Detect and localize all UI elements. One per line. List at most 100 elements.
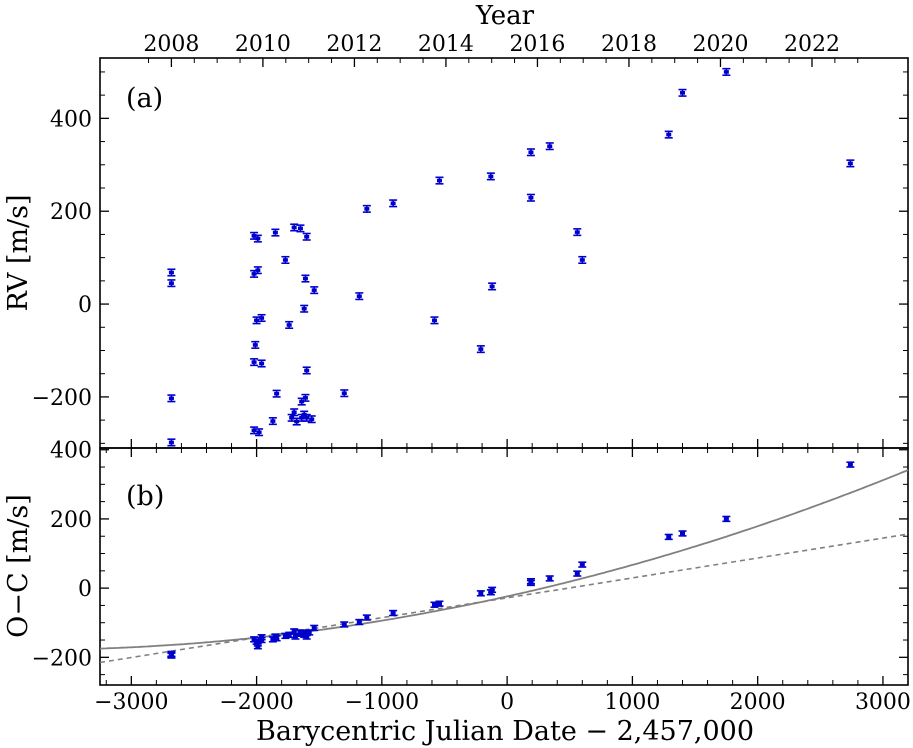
panel-b-fit-curves	[99, 469, 909, 664]
panel-a-data-point	[430, 316, 439, 325]
panel-b-data-point	[167, 650, 176, 658]
panel-a-data-points	[167, 67, 855, 447]
top-year-label: 2016	[509, 32, 565, 57]
panel-b-data-point	[526, 577, 535, 585]
panel-b-data-point	[722, 515, 731, 523]
panel-a-ytick-label: −200	[32, 386, 92, 411]
panel-b-data-point	[573, 570, 582, 577]
panel-a-data-point	[290, 223, 299, 232]
panel-a-ytick-label: 200	[50, 200, 92, 225]
panel-a-data-point	[250, 358, 259, 367]
panel-a-data-point	[545, 142, 554, 151]
panel-a-frame	[99, 57, 909, 449]
panel-b-ytick-label: 0	[78, 577, 92, 602]
panel-a-data-point	[526, 148, 535, 157]
panel-a-data-point	[435, 176, 444, 185]
panel-a-data-point	[302, 366, 311, 375]
panel-a-data-point	[301, 393, 310, 402]
panel-b-data-points	[167, 461, 855, 659]
panel-b-xtick-label: 3000	[855, 690, 911, 715]
panel-b-data-point	[355, 618, 364, 626]
panel-a-data-point	[389, 199, 398, 208]
panel-a-data-point	[526, 193, 535, 202]
panel-a-data-point	[253, 266, 262, 275]
panel-a-data-point	[846, 159, 855, 168]
top-year-label: 2022	[784, 32, 840, 57]
top-year-label: 2010	[235, 32, 291, 57]
panel-b-data-point	[435, 600, 444, 607]
panel-a-data-point	[285, 320, 294, 330]
panel-a-data-point	[167, 438, 176, 447]
panel-a-data-point	[573, 228, 582, 237]
panel-a-label: (a)	[126, 83, 163, 114]
panel-b-xtick-label: −2000	[219, 690, 293, 715]
panel-a-ytick-label: 0	[78, 293, 92, 318]
panel-a-data-point	[301, 274, 310, 283]
panel-a-data-point	[300, 410, 309, 419]
panel-a-data-point	[310, 286, 319, 295]
panel-a-data-point	[486, 172, 495, 181]
panel-b-ylabel: O−C [m/s]	[3, 494, 34, 638]
panel-b-xtick-label: 0	[500, 690, 514, 715]
panel-a-data-point	[257, 313, 266, 323]
panel-a-ylabel: RV [m/s]	[3, 194, 34, 311]
panel-a-data-point	[167, 268, 176, 277]
panel-b-data-point	[545, 575, 554, 582]
panel-a-data-point	[296, 224, 305, 233]
top-year-label: 2012	[326, 32, 382, 57]
panel-a-data-point	[722, 67, 731, 76]
panel-b-data-point	[678, 530, 687, 537]
top-year-label: 2008	[143, 32, 199, 57]
panel-a-data-point	[272, 389, 281, 398]
panel-a-data-point	[253, 234, 262, 243]
panel-b-data-point	[340, 621, 349, 628]
panel-b-frame	[99, 447, 909, 686]
panel-b-label: (b)	[126, 481, 164, 512]
top-year-label: 2018	[601, 32, 657, 57]
panel-a-data-point	[307, 415, 316, 424]
panel-a-data-point	[268, 417, 277, 426]
panel-b-xtick-label: −1000	[345, 690, 419, 715]
panel-a-data-point	[678, 88, 687, 97]
panel-a-data-point	[251, 340, 260, 349]
panel-b-ytick-label: 400	[50, 439, 92, 464]
panel-a-data-point	[664, 130, 673, 139]
panel-b-xtick-label: 1000	[604, 690, 660, 715]
panel-b-xtick-label: 2000	[730, 690, 786, 715]
panel-b-ytick-label: 200	[50, 508, 92, 533]
linear-fit-line	[99, 533, 909, 664]
panel-a-data-point	[167, 279, 176, 288]
panel-b-data-point	[252, 638, 261, 645]
top-year-label: 2014	[418, 32, 474, 57]
panel-b-xtick-label: −3000	[94, 690, 168, 715]
panel-a-data-point	[355, 292, 364, 301]
top-year-label: 2020	[692, 32, 748, 57]
panel-b-ytick-label: −200	[32, 646, 92, 671]
quadratic-fit-curve	[99, 469, 909, 650]
panel-a-data-point	[362, 204, 371, 213]
panel-a-data-point	[300, 304, 309, 313]
panel-b-data-point	[272, 635, 281, 642]
panel-a-data-point	[302, 232, 311, 241]
panel-a-data-point	[281, 255, 290, 265]
panel-a-data-point	[476, 345, 485, 354]
panel-b-data-point	[476, 590, 485, 597]
panel-b-data-point	[389, 609, 398, 617]
panel-b-data-point	[362, 614, 371, 621]
panel-a-data-point	[167, 394, 176, 403]
panel-a-ticks: −200 0 200 400 2008 2010 2012 2014 2016 2018 2020 2…	[32, 32, 908, 448]
panel-a-data-point	[578, 255, 587, 265]
panel-a-data-point	[271, 228, 280, 237]
panel-b-data-point	[846, 461, 855, 468]
panel-b-data-point	[488, 586, 497, 594]
panel-a-data-point	[257, 359, 266, 368]
top-axis-label: Year	[475, 1, 535, 31]
panel-b-data-point	[578, 561, 587, 568]
panel-b-data-point	[664, 533, 673, 541]
x-axis-label: Barycentric Julian Date − 2,457,000	[256, 716, 754, 747]
panel-a-data-point	[488, 282, 497, 291]
panel-a-data-point	[340, 389, 349, 398]
panel-a-data-point	[255, 428, 264, 437]
